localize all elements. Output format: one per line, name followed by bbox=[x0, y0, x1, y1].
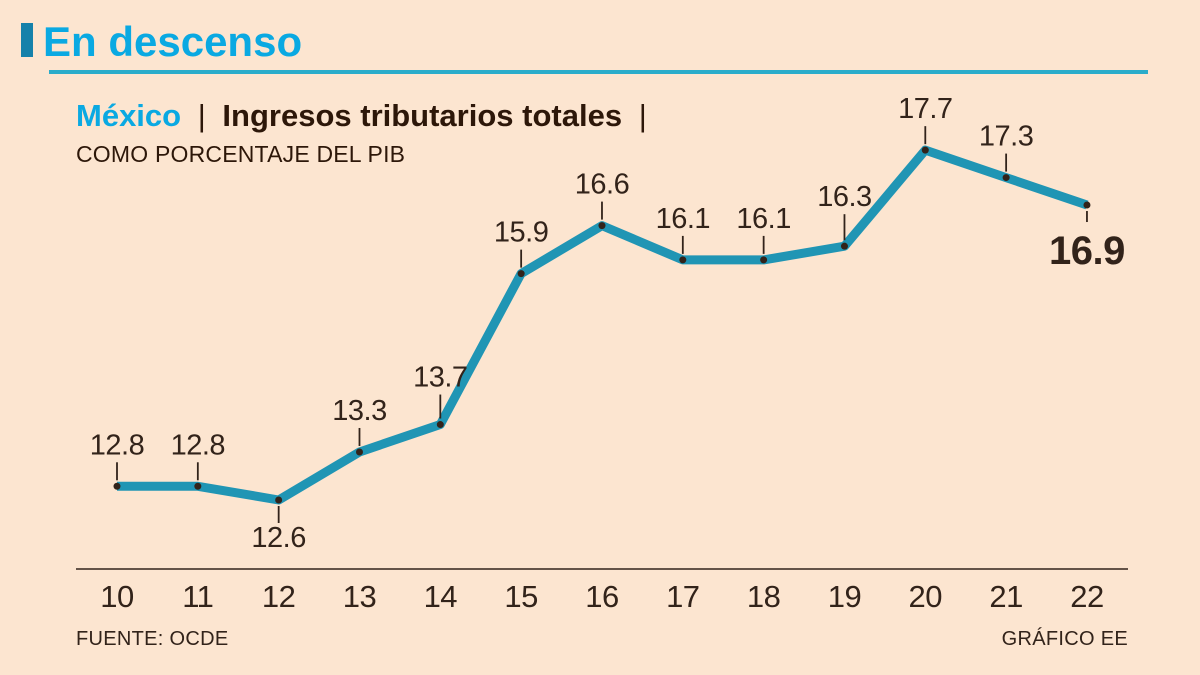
data-point bbox=[113, 482, 121, 490]
data-point bbox=[1083, 201, 1091, 209]
x-tick-label: 18 bbox=[747, 579, 780, 614]
x-tick-label: 11 bbox=[182, 579, 213, 614]
source-note: FUENTE: OCDE bbox=[76, 628, 229, 650]
x-tick-label: 21 bbox=[989, 579, 1022, 614]
data-point bbox=[275, 496, 283, 504]
data-point bbox=[679, 256, 687, 264]
data-label: 17.7 bbox=[898, 93, 952, 125]
data-point bbox=[840, 242, 848, 250]
data-label: 12.8 bbox=[90, 429, 144, 461]
title-separator: | bbox=[197, 98, 206, 133]
title-separator-trailing: | bbox=[638, 98, 647, 133]
chart-subtitle: COMO PORCENTAJE DEL PIB bbox=[76, 141, 406, 167]
data-label: 17.3 bbox=[979, 121, 1033, 153]
data-point bbox=[1002, 174, 1010, 182]
x-tick-label: 14 bbox=[424, 579, 458, 614]
chart-title: México | Ingresos tributarios totales | bbox=[76, 98, 655, 134]
x-tick-label: 12 bbox=[262, 579, 295, 614]
data-label: 16.6 bbox=[575, 169, 629, 201]
kicker-title: En descenso bbox=[43, 18, 303, 65]
header-rule bbox=[49, 70, 1148, 74]
data-label: 16.1 bbox=[736, 203, 790, 235]
x-tick-label: 17 bbox=[666, 579, 699, 614]
data-point bbox=[598, 222, 606, 230]
chart-title-main: Ingresos tributarios totales bbox=[222, 98, 623, 133]
data-point bbox=[760, 256, 768, 264]
data-label: 12.8 bbox=[171, 429, 225, 461]
data-point bbox=[194, 482, 202, 490]
data-label: 16.1 bbox=[656, 203, 710, 235]
x-tick-label: 15 bbox=[504, 579, 537, 614]
data-point bbox=[436, 421, 444, 429]
chart-title-region: México bbox=[76, 98, 182, 133]
data-label: 12.6 bbox=[251, 522, 305, 554]
data-point bbox=[355, 448, 363, 456]
x-tick-label: 10 bbox=[100, 579, 134, 614]
x-tick-label: 16 bbox=[585, 579, 618, 614]
kicker-accent-block bbox=[21, 23, 33, 57]
data-label: 15.9 bbox=[494, 217, 548, 249]
x-tick-label: 22 bbox=[1070, 579, 1103, 614]
data-label: 13.3 bbox=[332, 395, 386, 427]
x-tick-label: 13 bbox=[343, 579, 376, 614]
x-tick-label: 20 bbox=[909, 579, 943, 614]
x-tick-label: 19 bbox=[828, 579, 861, 614]
data-point bbox=[921, 146, 929, 154]
data-point bbox=[517, 270, 525, 278]
data-label: 16.3 bbox=[817, 181, 871, 213]
credit-note: GRÁFICO EE bbox=[1001, 628, 1128, 650]
data-label: 16.9 bbox=[1049, 229, 1125, 273]
data-label: 13.7 bbox=[413, 362, 467, 394]
